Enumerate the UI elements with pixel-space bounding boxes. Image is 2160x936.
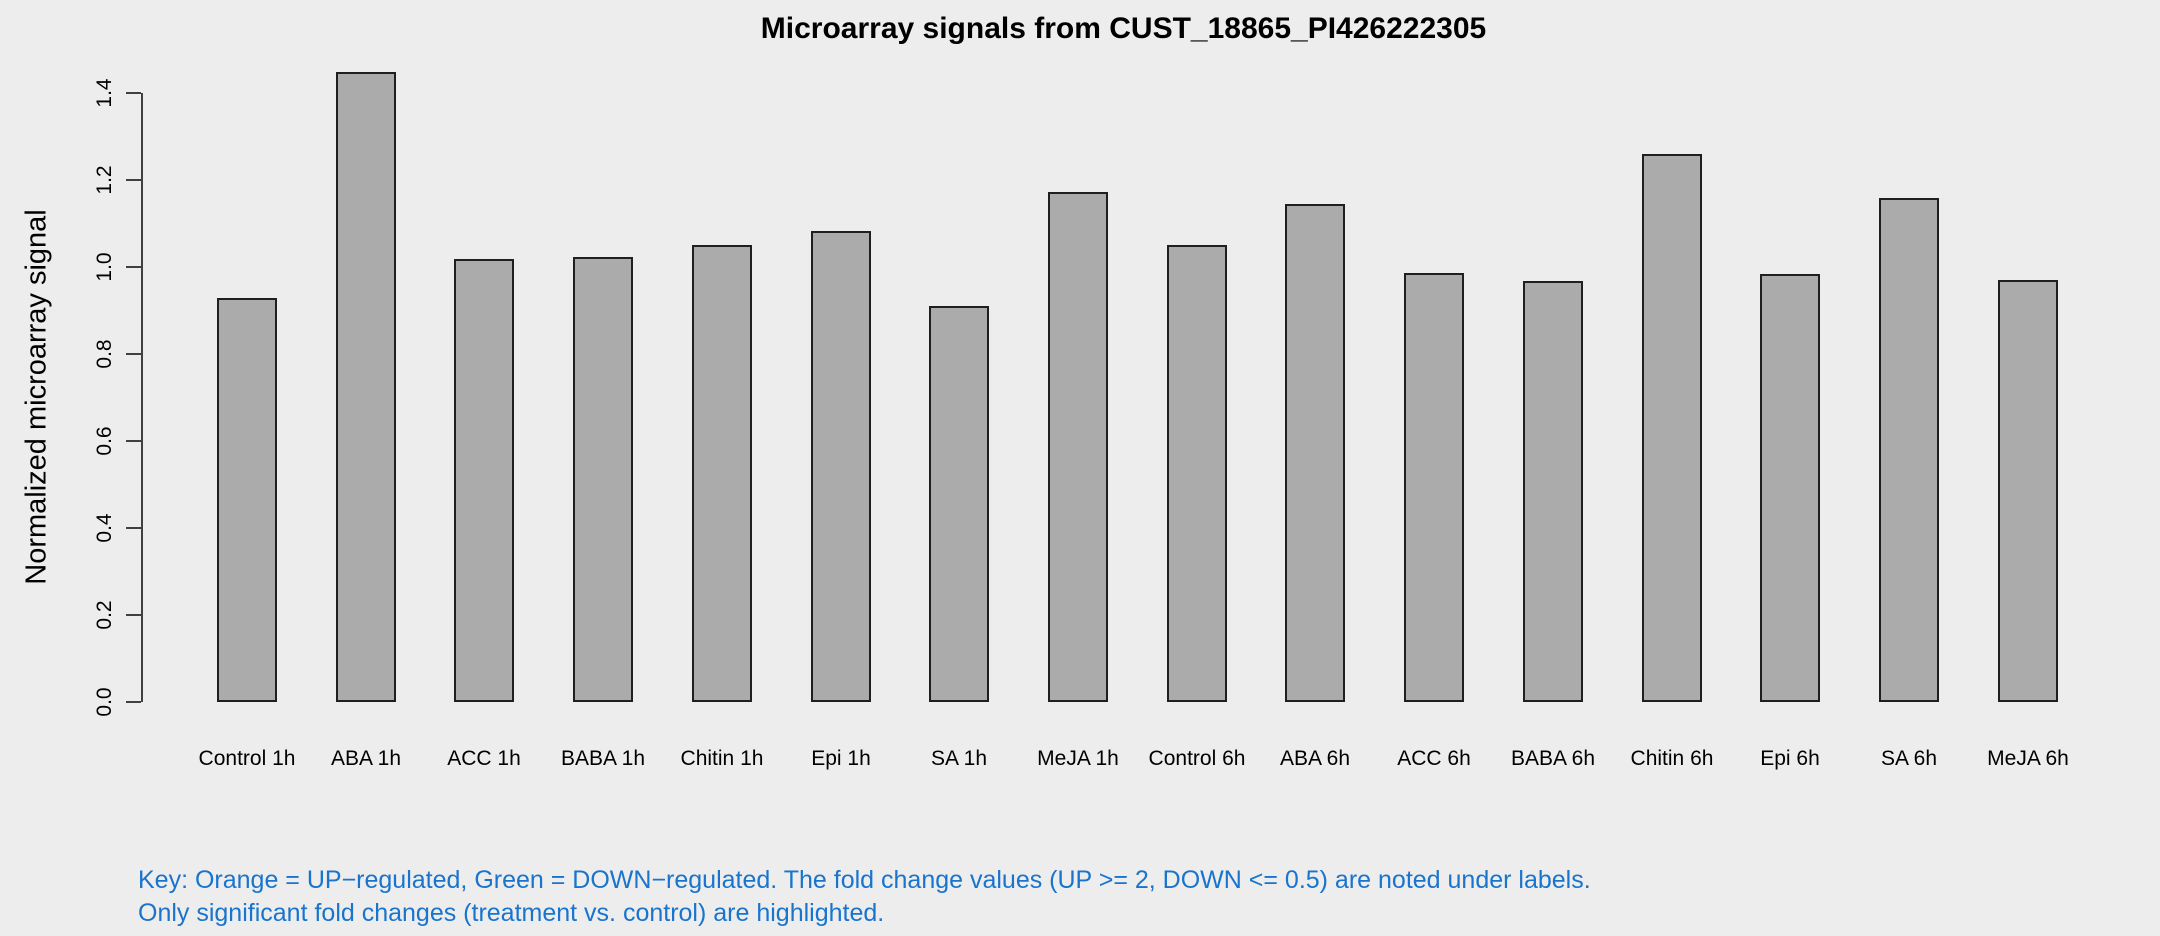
bar-epi-1h <box>811 231 871 702</box>
bar-control-6h <box>1167 245 1227 702</box>
bar-aba-1h <box>336 72 396 702</box>
x-axis-label-aba-6h: ABA 6h <box>1279 747 1351 770</box>
key-footnote: Key: Orange = UP−regulated, Green = DOWN… <box>138 864 1591 930</box>
y-tick-label: 1.2 <box>93 165 116 195</box>
chart-title: Microarray signals from CUST_18865_PI426… <box>760 12 1487 45</box>
x-axis-label-aba-1h: ABA 1h <box>330 747 402 770</box>
bar-acc-1h <box>454 259 514 702</box>
bar-sa-1h <box>929 306 989 702</box>
x-axis-label-baba-1h: BABA 1h <box>560 747 646 770</box>
y-tick-label: 0.6 <box>93 426 116 456</box>
bar-meja-1h <box>1048 192 1108 702</box>
y-tick-label: 0.2 <box>93 600 116 630</box>
x-axis-label-control-6h: Control 6h <box>1148 747 1246 770</box>
bar-baba-1h <box>573 257 633 702</box>
x-axis-label-acc-6h: ACC 6h <box>1397 747 1471 770</box>
y-tick-mark <box>126 179 141 181</box>
x-axis-label-control-1h: Control 1h <box>198 747 296 770</box>
y-tick-mark <box>126 440 141 442</box>
y-tick-mark <box>126 266 141 268</box>
x-axis-label-sa-6h: SA 6h <box>1880 747 1938 770</box>
key-footnote-line2: Only significant fold changes (treatment… <box>138 899 885 927</box>
bar-control-1h <box>217 298 277 702</box>
bar-epi-6h <box>1760 274 1820 702</box>
x-axis-label-sa-1h: SA 1h <box>930 747 988 770</box>
y-tick-mark <box>126 527 141 529</box>
x-axis-label-epi-6h: Epi 6h <box>1760 747 1820 770</box>
bar-chitin-6h <box>1642 154 1702 702</box>
x-axis-label-meja-1h: MeJA 1h <box>1037 747 1119 770</box>
y-tick-label: 0.4 <box>93 513 116 543</box>
y-tick-label: 1.4 <box>93 78 116 108</box>
x-axis-label-acc-1h: ACC 1h <box>447 747 521 770</box>
bar-chitin-1h <box>692 245 752 702</box>
y-tick-label: 0.8 <box>93 339 116 369</box>
x-axis-label-chitin-1h: Chitin 1h <box>680 747 764 770</box>
y-tick-mark <box>126 614 141 616</box>
y-tick-label: 0.0 <box>93 687 116 717</box>
bar-sa-6h <box>1879 198 1939 702</box>
bar-acc-6h <box>1404 273 1464 702</box>
y-tick-mark <box>126 353 141 355</box>
y-tick-mark <box>126 92 141 94</box>
bar-baba-6h <box>1523 281 1583 702</box>
y-axis-line <box>141 93 143 702</box>
x-axis-label-chitin-6h: Chitin 6h <box>1630 747 1714 770</box>
bar-aba-6h <box>1285 204 1345 702</box>
x-axis-label-baba-6h: BABA 6h <box>1510 747 1596 770</box>
bar-meja-6h <box>1998 280 2058 702</box>
key-footnote-line1: Key: Orange = UP−regulated, Green = DOWN… <box>138 866 1591 894</box>
x-axis-label-epi-1h: Epi 1h <box>811 747 871 770</box>
x-axis-label-meja-6h: MeJA 6h <box>1987 747 2069 770</box>
y-tick-mark <box>126 701 141 703</box>
y-tick-label: 1.0 <box>93 252 116 282</box>
